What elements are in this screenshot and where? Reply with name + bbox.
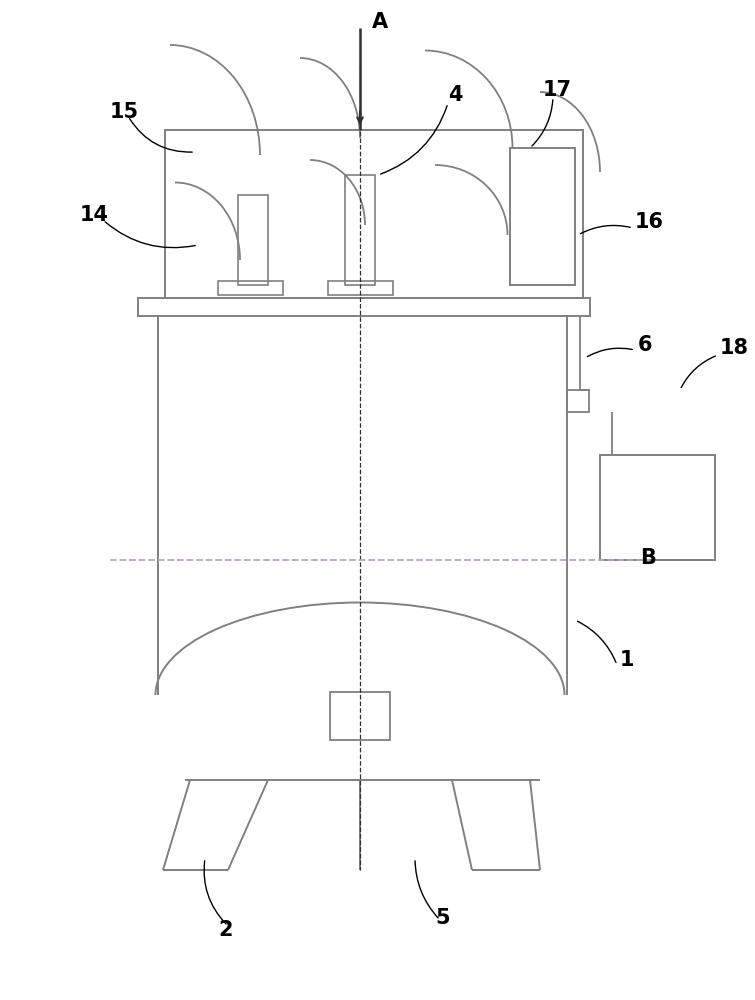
Bar	[238, 195, 268, 285]
Text: A: A	[372, 12, 388, 32]
Text: 1: 1	[620, 650, 634, 670]
Bar	[510, 148, 575, 285]
Text: B: B	[640, 548, 656, 568]
Text: 17: 17	[543, 80, 572, 100]
Bar	[330, 692, 390, 740]
Bar	[345, 175, 375, 285]
Text: 2: 2	[218, 920, 233, 940]
Bar	[218, 281, 283, 295]
Bar	[328, 281, 393, 295]
Bar	[600, 455, 715, 560]
Bar	[165, 130, 583, 298]
Text: 6: 6	[638, 335, 652, 355]
Text: 18: 18	[720, 338, 749, 358]
Bar	[138, 298, 590, 316]
Text: 4: 4	[448, 85, 463, 105]
Text: 5: 5	[435, 908, 450, 928]
Text: 16: 16	[635, 212, 664, 232]
Text: 14: 14	[80, 205, 109, 225]
Text: 15: 15	[110, 102, 139, 122]
Bar	[567, 390, 589, 412]
